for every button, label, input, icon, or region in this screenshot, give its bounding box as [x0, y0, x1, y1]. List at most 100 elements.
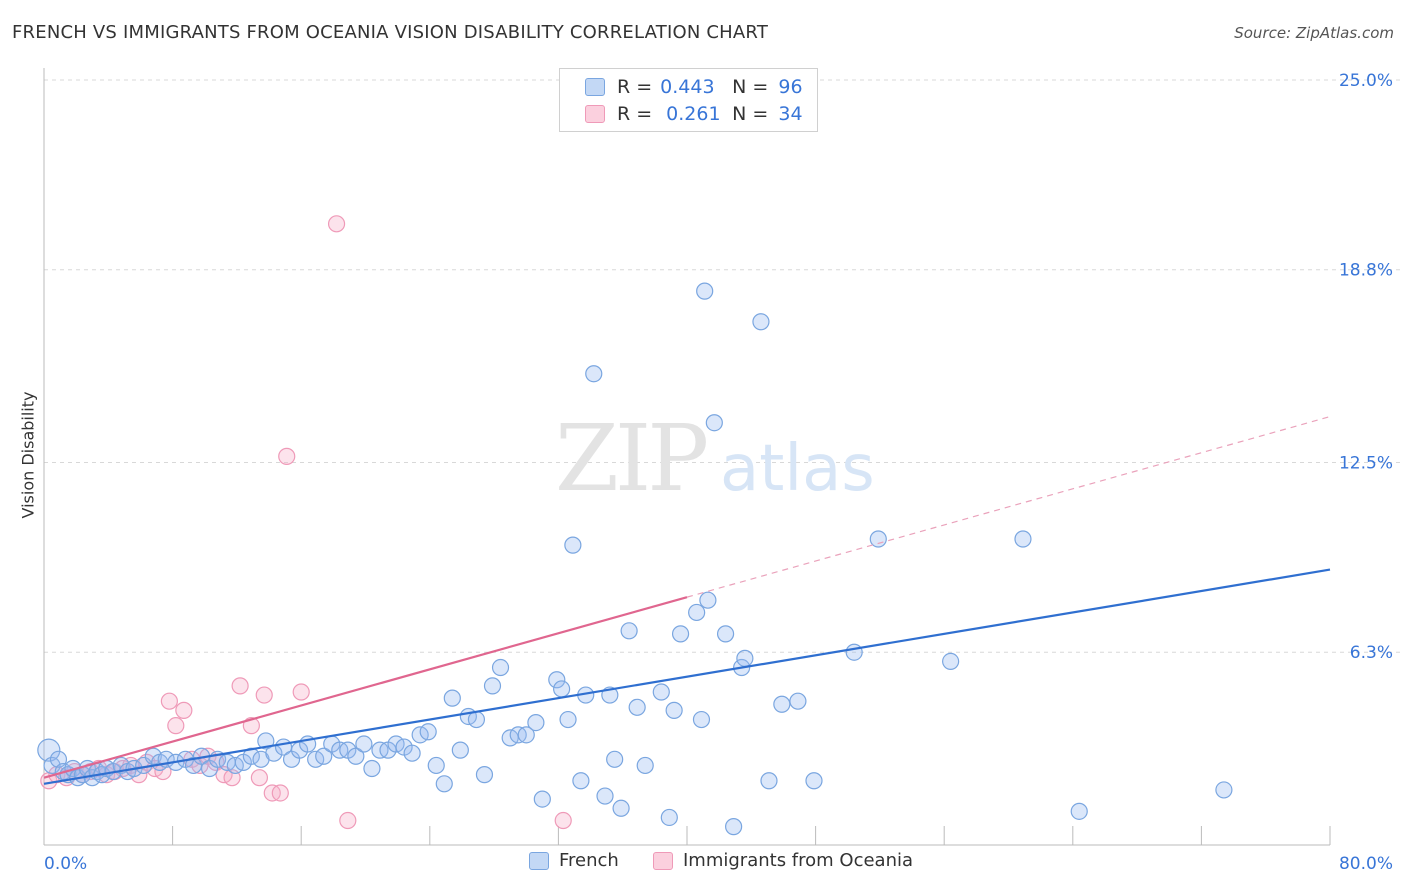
french-points	[37, 282, 1233, 836]
oceania-swatch	[585, 105, 605, 123]
legend-row-french: R = 0.443 N = 96	[560, 74, 803, 100]
french-point	[403, 744, 421, 762]
french-point	[752, 313, 770, 331]
french-point	[612, 799, 630, 817]
stats-legend: R = 0.443 N = 96 R = 0.261 N = 34	[559, 68, 818, 132]
oceania-point	[327, 215, 346, 233]
legend-oceania-label: Immigrants from Oceania	[683, 850, 914, 871]
french-point	[491, 658, 510, 677]
series-legend: French Immigrants from Oceania	[0, 850, 1406, 878]
french-point	[1070, 802, 1088, 820]
french-point	[553, 680, 571, 698]
trend-lines	[43, 416, 1331, 785]
french-point	[527, 713, 545, 732]
french-point	[483, 677, 502, 695]
oceania-point	[339, 811, 357, 830]
french-point	[636, 756, 654, 775]
french-point	[696, 282, 714, 300]
oceania-point	[231, 677, 249, 695]
oceania-trend-line	[43, 596, 688, 779]
french-point	[144, 747, 162, 765]
oceania-point	[175, 701, 193, 719]
y-tick-label: 12.5%	[1339, 454, 1393, 474]
french-point	[725, 818, 743, 836]
french-point	[564, 536, 582, 554]
n-value-french: 96	[778, 76, 803, 98]
french-point	[705, 414, 723, 432]
french-point	[363, 759, 381, 778]
watermark-atlas: atlas	[720, 432, 875, 506]
oceania-point	[167, 717, 185, 735]
french-point	[596, 787, 614, 805]
french-point	[467, 710, 486, 729]
r-label: R =	[617, 76, 653, 98]
watermark: ZIP atlas	[555, 405, 875, 512]
french-point	[355, 735, 373, 753]
n-value-oceania: 34	[778, 103, 803, 125]
french-point	[315, 747, 333, 765]
oceania-point	[292, 683, 310, 701]
french-point	[845, 643, 863, 661]
french-point	[665, 701, 683, 719]
french-point	[942, 652, 960, 671]
french-point	[869, 530, 887, 548]
grid-lines	[44, 79, 1400, 653]
french-point	[347, 747, 365, 765]
french-swatch	[529, 851, 549, 870]
n-label: N =	[732, 76, 769, 98]
french-point	[688, 603, 706, 622]
french-point	[1215, 781, 1233, 799]
oceania-point	[271, 784, 289, 802]
french-point	[789, 692, 807, 710]
oceania-point	[554, 811, 572, 830]
french-point	[652, 683, 670, 701]
axes	[43, 68, 1331, 846]
french-point	[572, 772, 590, 790]
legend-item-oceania[interactable]: Immigrants from Oceania	[653, 850, 913, 871]
y-tick-labels: 6.3% 12.5% 18.8% 25.0%	[1339, 71, 1393, 663]
chart-title: FRENCH VS IMMIGRANTS FROM OCEANIA VISION…	[12, 22, 769, 43]
french-point	[451, 741, 469, 759]
french-point	[660, 808, 678, 827]
french-point	[427, 756, 445, 775]
french-point	[37, 738, 61, 762]
y-tick-label: 18.8%	[1339, 261, 1393, 281]
oceania-point	[255, 686, 273, 704]
french-point	[257, 732, 275, 750]
french-point	[699, 591, 717, 609]
french-point	[517, 726, 535, 744]
french-point	[716, 625, 735, 643]
french-point	[805, 772, 823, 790]
french-point	[548, 671, 566, 689]
y-tick-label: 25.0%	[1339, 71, 1393, 91]
legend-item-french[interactable]: French	[529, 850, 619, 871]
french-trend-line	[43, 568, 1331, 785]
r-label: R =	[617, 103, 653, 125]
french-point	[435, 775, 453, 793]
legend-french-label: French	[559, 850, 619, 871]
oceania-point	[278, 447, 296, 465]
french-point	[671, 625, 690, 643]
french-point	[606, 750, 624, 768]
french-point	[736, 649, 754, 667]
french-point	[628, 698, 646, 716]
french-point	[620, 622, 638, 640]
legend-row-oceania: R = 0.261 N = 34	[560, 101, 803, 127]
french-point	[692, 710, 711, 729]
french-point	[533, 790, 551, 808]
french-point	[443, 689, 461, 707]
oceania-trend-extension	[686, 416, 1331, 598]
french-swatch	[585, 78, 605, 96]
x-tick-label-max: 80.0%	[1339, 854, 1393, 874]
source-label: Source: ZipAtlas.com	[1234, 24, 1394, 42]
watermark-zip: ZIP	[555, 405, 706, 512]
french-point	[559, 710, 577, 729]
n-label: N =	[732, 103, 769, 125]
oceania-point	[250, 769, 269, 787]
r-value-oceania: 0.261	[666, 103, 721, 125]
x-tick-label-min: 0.0%	[44, 854, 87, 874]
x-tick-labels: 0.0% 80.0%	[44, 854, 1393, 874]
french-point	[773, 695, 791, 713]
french-point	[760, 772, 778, 790]
